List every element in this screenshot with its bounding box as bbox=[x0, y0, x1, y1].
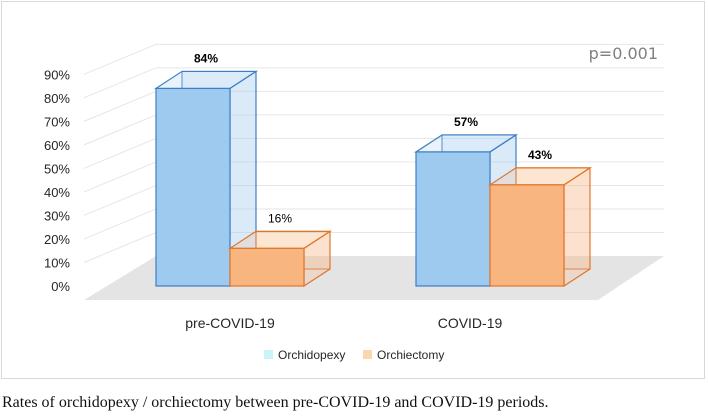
bar-0-1 bbox=[227, 230, 333, 288]
y-tick-label: 90% bbox=[44, 67, 70, 82]
p-value-annotation: p=0.001 bbox=[589, 44, 658, 63]
legend-swatch-1 bbox=[363, 350, 372, 359]
y-tick-label: 50% bbox=[44, 161, 70, 176]
legend-label-0: Orchidopexy bbox=[278, 348, 345, 362]
gridline bbox=[83, 67, 664, 99]
y-tick-label: 60% bbox=[44, 138, 70, 153]
data-label: 16% bbox=[268, 211, 292, 225]
figure-caption: Rates of orchidopexy / orchiectomy betwe… bbox=[2, 394, 549, 411]
gridline bbox=[83, 43, 664, 75]
bar-0-0 bbox=[153, 70, 259, 288]
legend-swatch-0 bbox=[264, 350, 273, 359]
y-tick-label: 80% bbox=[44, 91, 70, 106]
y-tick-label: 70% bbox=[44, 114, 70, 129]
category-label: COVID-19 bbox=[438, 315, 503, 331]
bar-front-face bbox=[415, 151, 491, 287]
y-tick-label: 0% bbox=[51, 279, 70, 294]
category-label: pre-COVID-19 bbox=[185, 315, 275, 331]
bar-1-1 bbox=[487, 166, 593, 288]
bar-front-face bbox=[229, 247, 305, 287]
chart-svg: 0% 10% 20% 30% 40% 50% 60% 70% 80% 90% 84% 16% pre-C… bbox=[44, 43, 664, 362]
legend-label-1: Orchiectomy bbox=[377, 348, 444, 362]
y-tick-label: 40% bbox=[44, 185, 70, 200]
bar-side-face bbox=[563, 166, 591, 288]
chart-frame: 0% 10% 20% 30% 40% 50% 60% 70% 80% 90% 84% 16% pre-C… bbox=[1, 1, 705, 379]
data-label: 57% bbox=[454, 115, 478, 129]
side-wall bbox=[84, 44, 156, 286]
data-label: 84% bbox=[194, 51, 218, 65]
bar-front-face bbox=[489, 184, 565, 287]
data-label: 43% bbox=[528, 148, 552, 162]
y-tick-label: 10% bbox=[44, 255, 70, 270]
y-tick-label: 30% bbox=[44, 208, 70, 223]
bar-front-face bbox=[155, 87, 231, 287]
y-tick-label: 20% bbox=[44, 232, 70, 247]
